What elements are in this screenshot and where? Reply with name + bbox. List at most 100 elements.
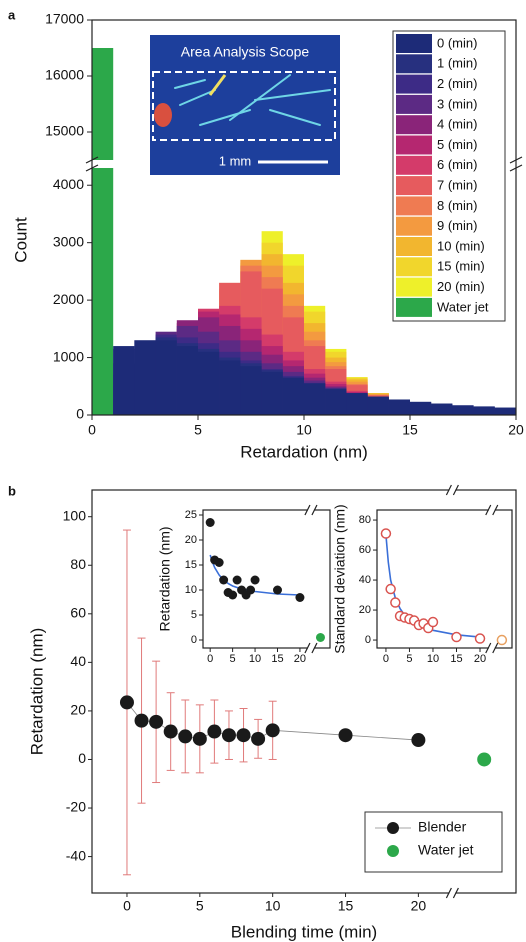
legend-label: 8 (min) xyxy=(437,198,477,213)
y-tick-label: 16000 xyxy=(45,67,84,83)
data-point xyxy=(315,633,325,642)
histogram-bar xyxy=(113,346,135,415)
data-point xyxy=(246,585,256,595)
y-tick-label: 20 xyxy=(185,534,197,546)
histogram-bar xyxy=(198,351,220,415)
data-point xyxy=(272,585,282,595)
plot-frame xyxy=(376,509,513,649)
panel-a: a 0 1000 2000 3000 4000 15000 16000 17000 0 5 10 15 2… xyxy=(8,7,524,461)
legend-swatch xyxy=(396,176,432,196)
y-axis-label: Count xyxy=(11,217,30,263)
data-point xyxy=(390,597,401,608)
histogram-bar xyxy=(325,389,347,415)
legend-b: Blender Water jet xyxy=(375,819,474,858)
histogram-bar xyxy=(346,393,368,415)
histogram-bar xyxy=(452,405,474,415)
y-tick-label: 3000 xyxy=(53,233,84,249)
data-point xyxy=(214,558,224,567)
data-point xyxy=(119,695,134,710)
data-point xyxy=(163,724,178,739)
x-tick-label: 15 xyxy=(450,653,462,665)
x-tick-label: 5 xyxy=(230,653,236,665)
legend-swatch xyxy=(396,54,432,74)
y-tick-label: 1000 xyxy=(53,348,84,364)
data-point xyxy=(250,575,260,585)
y-tick-label: -20 xyxy=(66,799,86,815)
legend-label: 9 (min) xyxy=(437,218,477,233)
data-point xyxy=(251,731,266,746)
y-tick-label: 15 xyxy=(185,559,197,571)
data-point xyxy=(451,631,462,643)
y-tick-label: 0 xyxy=(191,634,197,646)
y-axis-label: Retardation (nm) xyxy=(27,628,46,756)
panel-label: a xyxy=(8,7,16,22)
axis-break-mark xyxy=(509,164,523,172)
legend-swatch xyxy=(396,115,432,135)
data-point xyxy=(236,728,251,743)
legend-label: 2 (min) xyxy=(437,76,477,91)
y-tick-label: 0 xyxy=(76,406,84,422)
data-point xyxy=(496,634,508,646)
y-tick-label: 60 xyxy=(359,544,371,556)
y-tick-label: 80 xyxy=(359,514,371,526)
scale-label: 1 mm xyxy=(219,153,252,168)
histogram-bar xyxy=(410,401,432,415)
legend-label: 1 (min) xyxy=(437,56,477,71)
legend-swatch xyxy=(396,257,432,277)
axis-break-gap xyxy=(488,507,495,513)
fiber xyxy=(174,79,206,89)
histogram-bar xyxy=(494,407,516,415)
axis-break-mark xyxy=(485,504,492,516)
data-point xyxy=(178,729,193,744)
axis-break-mark xyxy=(509,156,523,164)
legend-swatch xyxy=(396,216,432,236)
data-point xyxy=(205,518,215,527)
data-point xyxy=(338,728,353,743)
axis-break-mark xyxy=(445,887,452,899)
x-axis-label: Retardation (nm) xyxy=(240,442,368,461)
axis-break-gap xyxy=(488,645,495,651)
data-point xyxy=(427,616,439,628)
fiber xyxy=(199,109,251,126)
fit-curve xyxy=(209,554,300,596)
x-tick-label: 15 xyxy=(402,422,418,438)
axis-break-mark xyxy=(85,164,99,172)
legend-swatch xyxy=(396,94,432,114)
x-tick-label: 15 xyxy=(338,898,354,914)
y-tick-label: 15000 xyxy=(45,123,84,139)
y-tick-label: 2000 xyxy=(53,291,84,307)
legend-label: 5 (min) xyxy=(437,137,477,152)
axis-break-mark xyxy=(311,504,318,516)
histogram-bar xyxy=(282,377,304,415)
x-tick-label: 0 xyxy=(123,898,131,914)
y-tick-label: 100 xyxy=(63,507,87,523)
histogram-bar xyxy=(134,340,156,415)
fiber xyxy=(254,89,331,101)
legend-label: 15 (min) xyxy=(437,259,485,274)
x-tick-label: 20 xyxy=(294,653,306,665)
legend-swatch xyxy=(396,74,432,94)
x-tick-label: 5 xyxy=(196,898,204,914)
legend-swatch xyxy=(396,135,432,155)
axis-break-mark xyxy=(304,642,311,654)
legend-swatch xyxy=(396,34,432,53)
legend-a: 0 (min) 1 (min) 2 (min) 3 (min) 4 (min) 5 (mi… xyxy=(396,34,489,317)
legend-swatch xyxy=(396,196,432,216)
legend-marker xyxy=(387,822,399,834)
fibers xyxy=(174,74,331,126)
y-tick-label: 80 xyxy=(70,556,86,572)
legend-label: Water jet xyxy=(437,299,489,314)
histogram-bar xyxy=(367,396,389,415)
y-tick-label: 10 xyxy=(185,584,197,596)
histogram-bar xyxy=(304,383,326,415)
micrograph: Area Analysis Scope 1 mm xyxy=(150,35,340,175)
fiber xyxy=(269,109,321,126)
legend-label: 4 (min) xyxy=(437,117,477,132)
axis-break-gap xyxy=(307,645,314,651)
axis-break-gap xyxy=(449,890,456,896)
x-tick-label: 20 xyxy=(508,422,524,438)
fiber xyxy=(179,89,216,106)
data-point xyxy=(134,713,149,728)
axis-break-mark xyxy=(311,642,318,654)
y-tick-label: 0 xyxy=(78,750,86,766)
